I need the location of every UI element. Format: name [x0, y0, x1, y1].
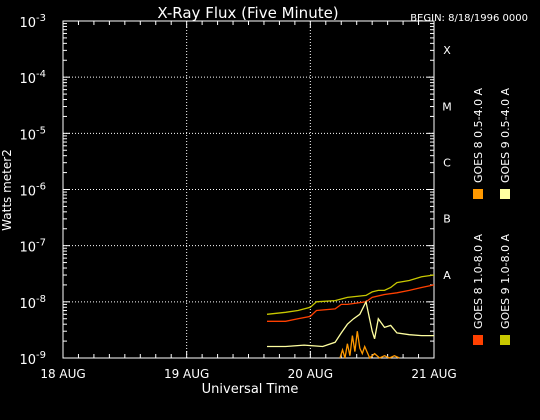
legend-swatch [500, 189, 510, 199]
y-tick-label: 10-7 [19, 238, 46, 256]
flare-class-label: A [443, 269, 451, 282]
flare-class-label: B [443, 213, 451, 226]
series-line [267, 284, 435, 322]
x-tick-label: 18 AUG [40, 367, 85, 381]
chart-title: X-Ray Flux (Five Minute) [157, 4, 338, 22]
x-tick-label: 20 AUG [288, 367, 333, 381]
x-axis-label: Universal Time [202, 382, 299, 397]
y-tick-label: 10-8 [19, 294, 46, 312]
data-series [266, 274, 435, 360]
x-tick-label: 19 AUG [164, 367, 209, 381]
legend-swatch [500, 335, 510, 345]
flare-class-labels: A B C M X [442, 44, 452, 282]
legend: GOES 8 1.0-8.0 A GOES 8 0.5-4.0 A GOES 9 1… [472, 87, 512, 345]
y-axis-label: Watts meter2 [0, 149, 14, 231]
series-line [339, 331, 400, 360]
flare-class-label: C [443, 156, 451, 169]
x-axis-ticks: 18 AUG 19 AUG 20 AUG 21 AUG [40, 21, 457, 381]
legend-label: GOES 8 0.5-4.0 A [472, 87, 485, 183]
legend-swatch [473, 189, 483, 199]
flare-class-label: M [442, 100, 452, 113]
begin-label: BEGIN: 8/18/1996 0000 [410, 13, 528, 24]
flare-class-label: X [443, 44, 451, 57]
series-line [266, 274, 435, 315]
y-tick-label: 10-5 [19, 125, 46, 143]
x-tick-label: 21 AUG [411, 367, 456, 381]
legend-label: GOES 9 0.5-4.0 A [499, 87, 512, 183]
y-axis-ticks: 10-9 10-8 10-7 10-6 10-5 10-4 10-3 [19, 13, 434, 368]
y-tick-label: 10-6 [19, 182, 46, 200]
grid-lines [63, 21, 434, 358]
legend-swatch [473, 335, 483, 345]
legend-label: GOES 9 1.0-8.0 A [499, 233, 512, 329]
series-line [267, 299, 434, 348]
legend-label: GOES 8 1.0-8.0 A [472, 233, 485, 329]
y-tick-label: 10-9 [19, 350, 46, 368]
y-tick-label: 10-3 [19, 13, 46, 31]
y-tick-label: 10-4 [19, 69, 46, 87]
